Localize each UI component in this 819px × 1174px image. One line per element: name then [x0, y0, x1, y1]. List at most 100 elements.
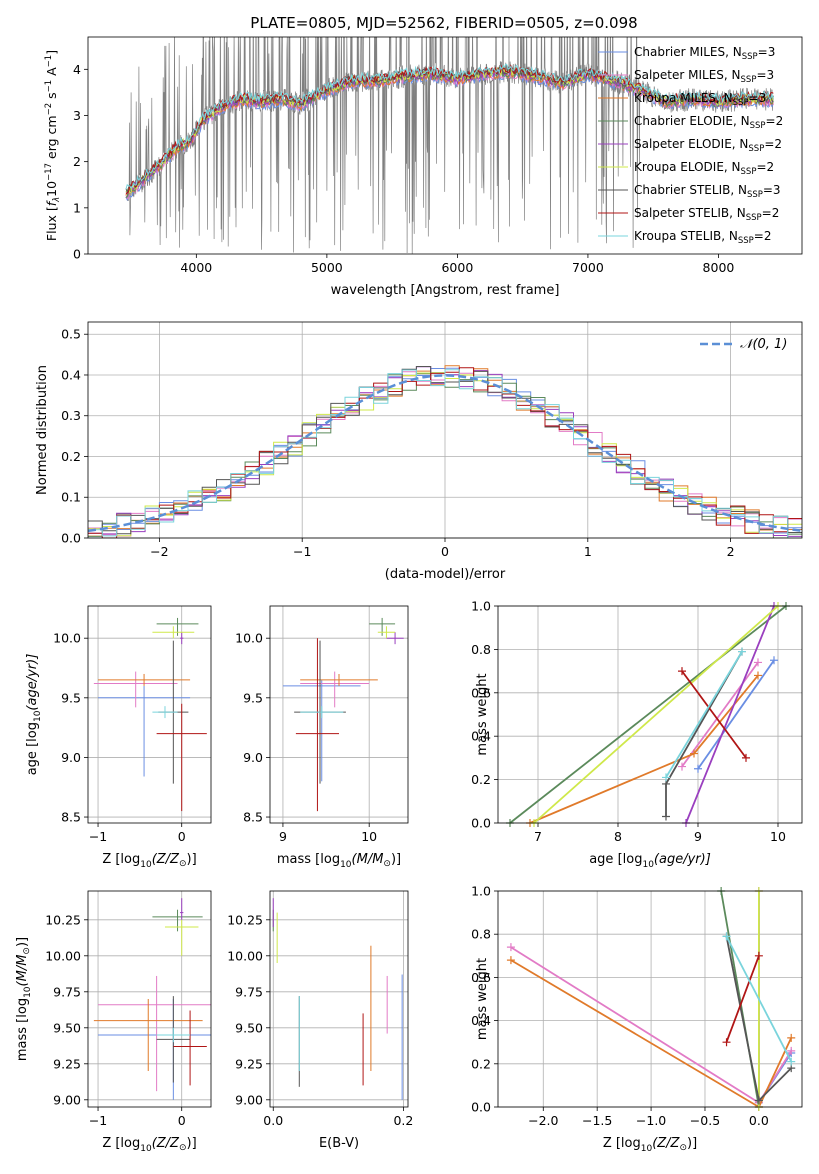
x-tick-label: 9	[694, 829, 702, 844]
y-tick-label: 9.5	[243, 690, 263, 705]
weight-line-8	[665, 651, 743, 778]
y-tick-label: 0.5	[61, 327, 81, 342]
y-tick-label: 9.50	[235, 1020, 263, 1035]
legend-label-3: Chabrier ELODIE, NSSP=2	[634, 114, 783, 131]
legend-label-sub: SSP	[742, 52, 758, 62]
x-tick-label: 0.0	[263, 1113, 283, 1128]
grid-lines	[498, 890, 802, 1108]
x-tick-label: 10	[770, 829, 786, 844]
weight-line-3	[509, 605, 787, 824]
weight-marker-7	[754, 951, 763, 960]
x-tick-label: −0.5	[690, 1113, 720, 1128]
x-axis-label-part: mass [log	[277, 852, 340, 867]
weight-marker-1	[787, 1046, 796, 1055]
y-axis-label: Normed distribution	[35, 365, 50, 495]
weight-line-4	[685, 605, 775, 824]
weight-marker-0	[694, 764, 702, 773]
y-axis-label-part: )]	[15, 937, 30, 947]
legend-label-main: Chabrier ELODIE, N	[634, 114, 750, 128]
spectrum-panel: 4000 5000 6000 7000 8000 0 1 2 3 4 wavelength [Ang…	[44, 36, 803, 298]
legend-label-sub: SSP	[750, 121, 766, 131]
y-axis-label-part: age [log	[25, 722, 40, 775]
y-label-part: Flux [	[44, 206, 59, 241]
x-axis-label: Z [log10(Z/Z⊙)]	[102, 1136, 196, 1154]
legend-label-main: Kroupa MILES, N	[634, 91, 733, 105]
normal-curve	[88, 374, 802, 533]
x-tick-label: 1	[584, 544, 592, 559]
weight-marker-2	[754, 671, 762, 680]
weight-marker-1	[678, 762, 686, 771]
y-tick-label: 0.0	[61, 531, 81, 546]
legend-label-tail: =2	[766, 114, 784, 128]
y-axis-label-part: (M/M	[15, 955, 30, 987]
x-tick-label: 2	[727, 544, 735, 559]
y-tick-label: 0.8	[471, 642, 491, 657]
x-axis-label-sub: ⊙	[179, 1143, 187, 1153]
legend-label-8: Kroupa STELIB, NSSP=2	[634, 229, 772, 246]
x-axis-label-part: Z [log	[102, 852, 140, 867]
x-tick-label: 5000	[311, 260, 343, 275]
weight-marker-8	[738, 647, 746, 656]
mass-weight-vs-metallicity-panel: −2.0 −1.5 −1.0 −0.5 0.0 0.0 0.2 0.4 0.6 0.8 1.0 Z […	[471, 884, 803, 1154]
x-axis-label-part: Z [log	[102, 1136, 140, 1151]
x-tick-label: 7000	[572, 260, 604, 275]
x-tick-label: 6000	[441, 260, 473, 275]
legend-label-sub: SSP	[748, 144, 764, 154]
axes-frame	[87, 321, 803, 539]
x-axis-label-sub: ⊙	[383, 859, 391, 869]
y-tick-label: 8.5	[61, 810, 81, 825]
y-tick-label: 10.25	[227, 912, 263, 927]
legend-label-tail: =2	[756, 160, 774, 174]
x-tick-label: 8	[614, 829, 622, 844]
y-axis-label: mass [log10(M/M⊙)]	[15, 937, 33, 1061]
y-axis-label: mass weight	[475, 673, 490, 755]
y-tick-label: 0.0	[471, 816, 491, 831]
x-axis-label-part: (Z/Z	[152, 852, 180, 867]
x-axis-label-part: age [log	[589, 852, 642, 867]
y-tick-label: 9.50	[53, 1020, 81, 1035]
y-tick-label: 8.5	[243, 810, 263, 825]
error-bars	[93, 617, 207, 812]
axes-frame	[497, 890, 803, 1108]
y-label-part: −2	[44, 103, 54, 116]
x-axis-label-part: (Z/Z	[152, 1136, 180, 1151]
legend-label-main: Chabrier STELIB, N	[634, 183, 747, 197]
y-tick-label: 1.0	[471, 884, 491, 899]
error-bars	[282, 617, 404, 812]
y-tick-label: 0	[73, 247, 81, 262]
weight-marker-7	[678, 667, 686, 676]
error-bars	[93, 898, 211, 1100]
weight-marker-6	[754, 1096, 763, 1105]
x-axis-label: age [log10(age/yr)]	[589, 852, 711, 870]
weight-line-7	[681, 670, 747, 759]
x-tick-label: −1.5	[582, 1113, 612, 1128]
grid-lines	[88, 606, 211, 823]
legend-label-2: Kroupa MILES, NSSP=3	[634, 91, 766, 108]
y-label-part: −1	[44, 80, 54, 93]
y-label-part: −1	[44, 55, 54, 68]
x-tick-label: 4000	[180, 260, 212, 275]
y-tick-label: 10.00	[45, 948, 81, 963]
y-tick-label: 4	[73, 62, 81, 77]
x-axis-label-sub: 10	[140, 860, 152, 870]
grid-lines	[88, 891, 211, 1107]
axes-frame	[87, 36, 803, 255]
y-tick-label: 0.2	[471, 1056, 491, 1071]
axes-frame	[87, 605, 212, 824]
x-tick-label: 0	[441, 544, 449, 559]
y-axis-label: mass weight	[475, 958, 490, 1040]
legend-label-1: Salpeter MILES, NSSP=3	[634, 68, 774, 85]
y-label-part: s	[44, 92, 59, 103]
legend-label-tail: =2	[754, 229, 772, 243]
age-vs-metallicity-panel: −1 08.59.09.510.0Z [log10(Z/Z⊙)]age [log1…	[25, 605, 212, 870]
figure-title: PLATE=0805, MJD=52562, FIBERID=0505, z=0…	[250, 14, 637, 32]
y-tick-label: 9.75	[53, 984, 81, 999]
weight-lines	[506, 602, 790, 827]
y-axis-label-sub: 10	[33, 710, 43, 722]
x-tick-label: 9	[279, 829, 287, 844]
x-axis-label-sub: 10	[340, 860, 352, 870]
spectrum-y-label: Flux [fλ10−17 erg cm−2 s−1 A−1]	[44, 50, 62, 241]
